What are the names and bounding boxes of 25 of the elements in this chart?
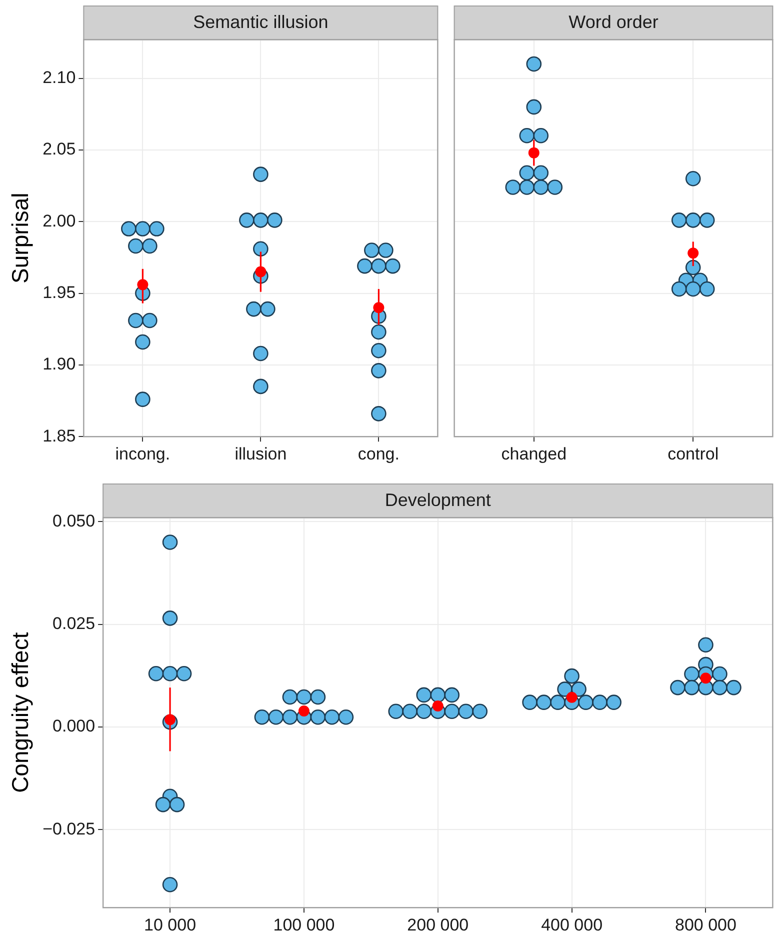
y-tick-label: 1.90	[42, 354, 76, 374]
x-tick-label: 100 000	[273, 915, 335, 934]
x-tick-label: 400 000	[541, 915, 603, 934]
y-tick-label: 1.95	[42, 282, 76, 302]
y-axis-title: Surprisal	[7, 192, 34, 284]
chart-title: Development	[384, 490, 491, 510]
y-axis-title: Congruity effect	[7, 632, 34, 793]
x-tick-label: 800 000	[675, 915, 736, 934]
y-tick-label: 2.05	[42, 140, 76, 159]
x-tick-label: cong.	[358, 444, 400, 464]
x-tick-label: incong.	[115, 444, 170, 464]
x-tick-label: 200 000	[407, 915, 469, 934]
x-tick-label: 10 000	[144, 915, 196, 934]
y-tick-label: 0.050	[52, 511, 96, 530]
chart-title: Semantic illusion	[193, 12, 328, 32]
y-tick-label: 2.00	[42, 211, 76, 230]
y-tick-label: −0.025	[42, 819, 96, 838]
x-tick-label: illusion	[234, 444, 287, 464]
y-tick-label: 0.000	[52, 716, 96, 736]
y-tick-label: 1.85	[42, 426, 76, 446]
y-tick-label: 2.10	[42, 68, 76, 87]
x-tick-label: control	[668, 444, 719, 464]
y-tick-label: 0.025	[52, 614, 96, 634]
x-tick-label: changed	[501, 444, 567, 464]
chart-title: Word order	[568, 12, 658, 32]
